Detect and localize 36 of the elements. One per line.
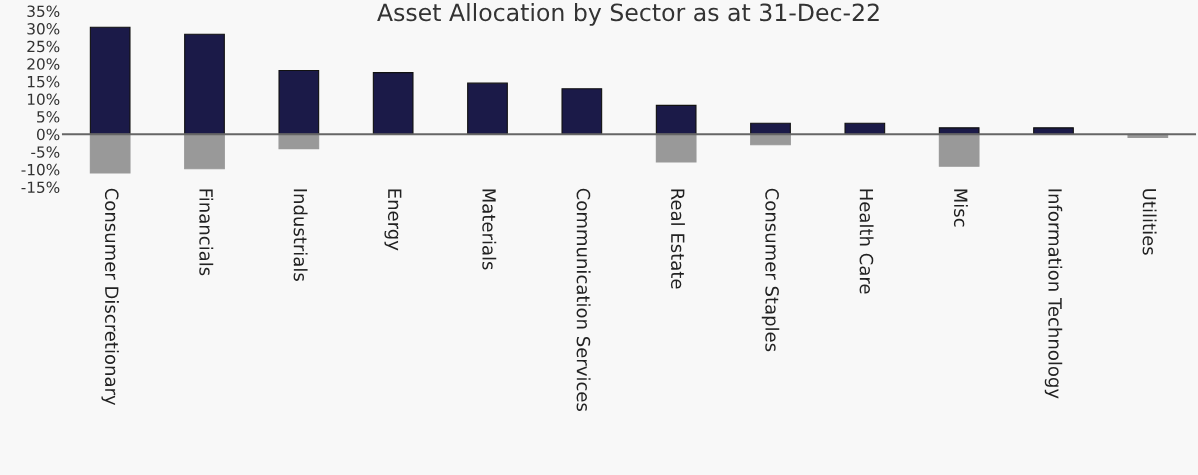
- x-tick-label: Energy: [384, 189, 402, 251]
- bar: [184, 133, 225, 170]
- y-tick-label: 35%: [27, 5, 60, 18]
- bar: [561, 88, 603, 135]
- y-tick-label: 5%: [37, 111, 60, 123]
- x-tick-label: Financials: [199, 189, 214, 276]
- y-tick-label: 25%: [27, 40, 60, 53]
- x-tick-label: Consumer Discretionary: [101, 188, 119, 406]
- y-tick-label: 30%: [27, 23, 60, 35]
- y-tick-label: -15%: [21, 181, 60, 194]
- x-tick-label: Communication Services: [576, 188, 591, 412]
- bar: [278, 69, 320, 135]
- x-tick-label: Health Care: [859, 189, 874, 294]
- y-tick-label: -5%: [31, 146, 60, 158]
- x-tick-label: Materials: [482, 189, 497, 270]
- bar: [89, 133, 131, 174]
- y-tick-label: -10%: [21, 163, 60, 176]
- bar: [655, 133, 697, 163]
- bar: [655, 104, 697, 135]
- x-tick-label: Misc: [953, 189, 968, 227]
- bar: [467, 82, 508, 135]
- x-tick-label: Industrials: [293, 189, 308, 281]
- y-tick-label: 0%: [36, 128, 60, 141]
- x-tick-label: Real Estate: [670, 189, 685, 289]
- y-tick-label: 15%: [27, 75, 60, 88]
- x-tick-label: Utilities: [1142, 189, 1157, 255]
- y-tick-label: 20%: [27, 58, 60, 70]
- x-tick-label: Consumer Staples: [761, 188, 780, 352]
- chart-title: Asset Allocation by Sector as at 31-Dec-22: [377, 3, 879, 26]
- y-tick-label: 10%: [27, 93, 60, 106]
- bar: [938, 133, 980, 167]
- bar: [89, 26, 131, 135]
- bar: [278, 133, 320, 150]
- bar: [372, 72, 414, 135]
- x-tick-label: Information Technology: [1044, 189, 1063, 399]
- bar: [184, 33, 225, 135]
